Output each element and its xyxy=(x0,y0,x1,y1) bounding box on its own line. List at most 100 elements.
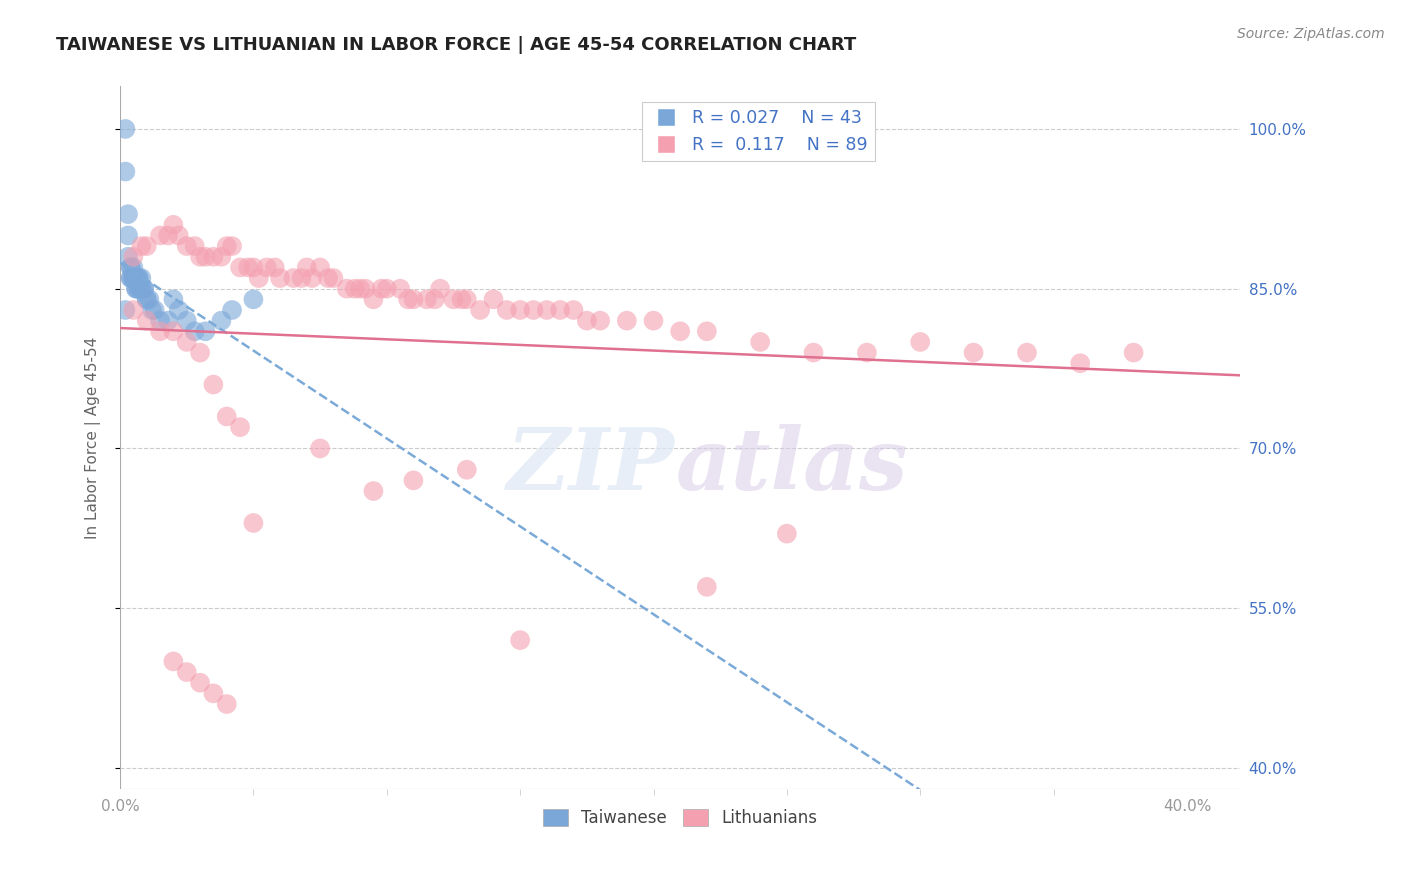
Point xyxy=(122,303,145,318)
Point xyxy=(229,260,252,275)
Point xyxy=(263,260,285,275)
Text: atlas: atlas xyxy=(676,425,908,508)
Point xyxy=(416,293,439,307)
Point xyxy=(176,239,198,253)
Point xyxy=(141,303,163,318)
Point xyxy=(114,303,136,318)
Point xyxy=(184,239,207,253)
Point xyxy=(194,250,217,264)
Point xyxy=(803,345,825,359)
Point xyxy=(429,282,451,296)
Point xyxy=(375,282,398,296)
Point xyxy=(450,293,472,307)
Point xyxy=(354,282,377,296)
Point xyxy=(132,282,155,296)
Point xyxy=(423,293,446,307)
Point xyxy=(176,334,198,349)
Point xyxy=(669,324,692,338)
Point xyxy=(396,293,419,307)
Point xyxy=(128,271,150,285)
Point xyxy=(309,442,332,456)
Point xyxy=(468,303,491,318)
Point xyxy=(135,313,157,327)
Point xyxy=(509,633,531,648)
Point xyxy=(456,463,478,477)
Point xyxy=(242,260,264,275)
Point xyxy=(536,303,558,318)
Point xyxy=(343,282,366,296)
Point xyxy=(122,250,145,264)
Point xyxy=(269,271,291,285)
Point xyxy=(1015,345,1038,359)
Point xyxy=(149,228,172,243)
Point xyxy=(202,377,225,392)
Point xyxy=(209,250,232,264)
Point xyxy=(149,313,172,327)
Point xyxy=(188,345,211,359)
Point xyxy=(443,293,465,307)
Point xyxy=(188,250,211,264)
Text: Source: ZipAtlas.com: Source: ZipAtlas.com xyxy=(1237,27,1385,41)
Point xyxy=(363,293,385,307)
Point xyxy=(202,686,225,700)
Point xyxy=(117,207,139,221)
Point xyxy=(316,271,339,285)
Point xyxy=(589,313,612,327)
Point xyxy=(370,282,392,296)
Point xyxy=(215,697,238,711)
Point xyxy=(229,420,252,434)
Point xyxy=(696,580,718,594)
Point xyxy=(167,303,190,318)
Point xyxy=(509,303,531,318)
Point xyxy=(456,293,478,307)
Point xyxy=(1122,345,1144,359)
Point xyxy=(194,324,217,338)
Point xyxy=(120,260,142,275)
Point xyxy=(389,282,412,296)
Point xyxy=(125,282,148,296)
Point xyxy=(157,313,180,327)
Point xyxy=(131,282,153,296)
Point xyxy=(122,271,145,285)
Point xyxy=(132,282,155,296)
Point xyxy=(162,293,184,307)
Point xyxy=(349,282,371,296)
Point xyxy=(149,324,172,338)
Point xyxy=(209,313,232,327)
Point xyxy=(114,164,136,178)
Point xyxy=(283,271,305,285)
Point xyxy=(242,516,264,530)
Point xyxy=(242,293,264,307)
Point xyxy=(856,345,879,359)
Point xyxy=(135,239,157,253)
Point xyxy=(256,260,278,275)
Point xyxy=(236,260,259,275)
Point xyxy=(290,271,312,285)
Point xyxy=(548,303,571,318)
Point xyxy=(910,334,932,349)
Point xyxy=(157,228,180,243)
Point xyxy=(125,271,148,285)
Point xyxy=(188,675,211,690)
Point xyxy=(120,271,142,285)
Point xyxy=(301,271,323,285)
Legend: Taiwanese, Lithuanians: Taiwanese, Lithuanians xyxy=(536,802,824,834)
Text: ZIP: ZIP xyxy=(506,425,675,508)
Point xyxy=(131,239,153,253)
Point xyxy=(131,282,153,296)
Point xyxy=(117,250,139,264)
Point xyxy=(143,303,166,318)
Point xyxy=(336,282,359,296)
Point xyxy=(122,260,145,275)
Point xyxy=(114,122,136,136)
Point xyxy=(482,293,505,307)
Point xyxy=(643,313,665,327)
Point xyxy=(135,293,157,307)
Point xyxy=(202,250,225,264)
Text: TAIWANESE VS LITHUANIAN IN LABOR FORCE | AGE 45-54 CORRELATION CHART: TAIWANESE VS LITHUANIAN IN LABOR FORCE |… xyxy=(56,36,856,54)
Point xyxy=(616,313,638,327)
Point xyxy=(749,334,772,349)
Point xyxy=(128,282,150,296)
Point xyxy=(215,409,238,424)
Point xyxy=(215,239,238,253)
